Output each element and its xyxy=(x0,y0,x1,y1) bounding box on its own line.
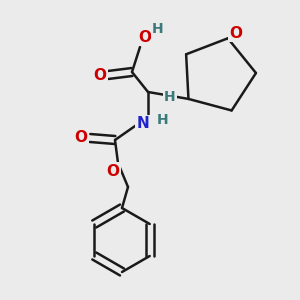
Text: O: O xyxy=(106,164,119,178)
Text: H: H xyxy=(157,113,169,127)
Text: N: N xyxy=(136,116,149,131)
Text: O: O xyxy=(229,26,242,41)
Text: O: O xyxy=(94,68,106,82)
Text: H: H xyxy=(164,90,176,104)
Text: H: H xyxy=(152,22,164,36)
Text: O: O xyxy=(139,29,152,44)
Text: O: O xyxy=(74,130,88,146)
